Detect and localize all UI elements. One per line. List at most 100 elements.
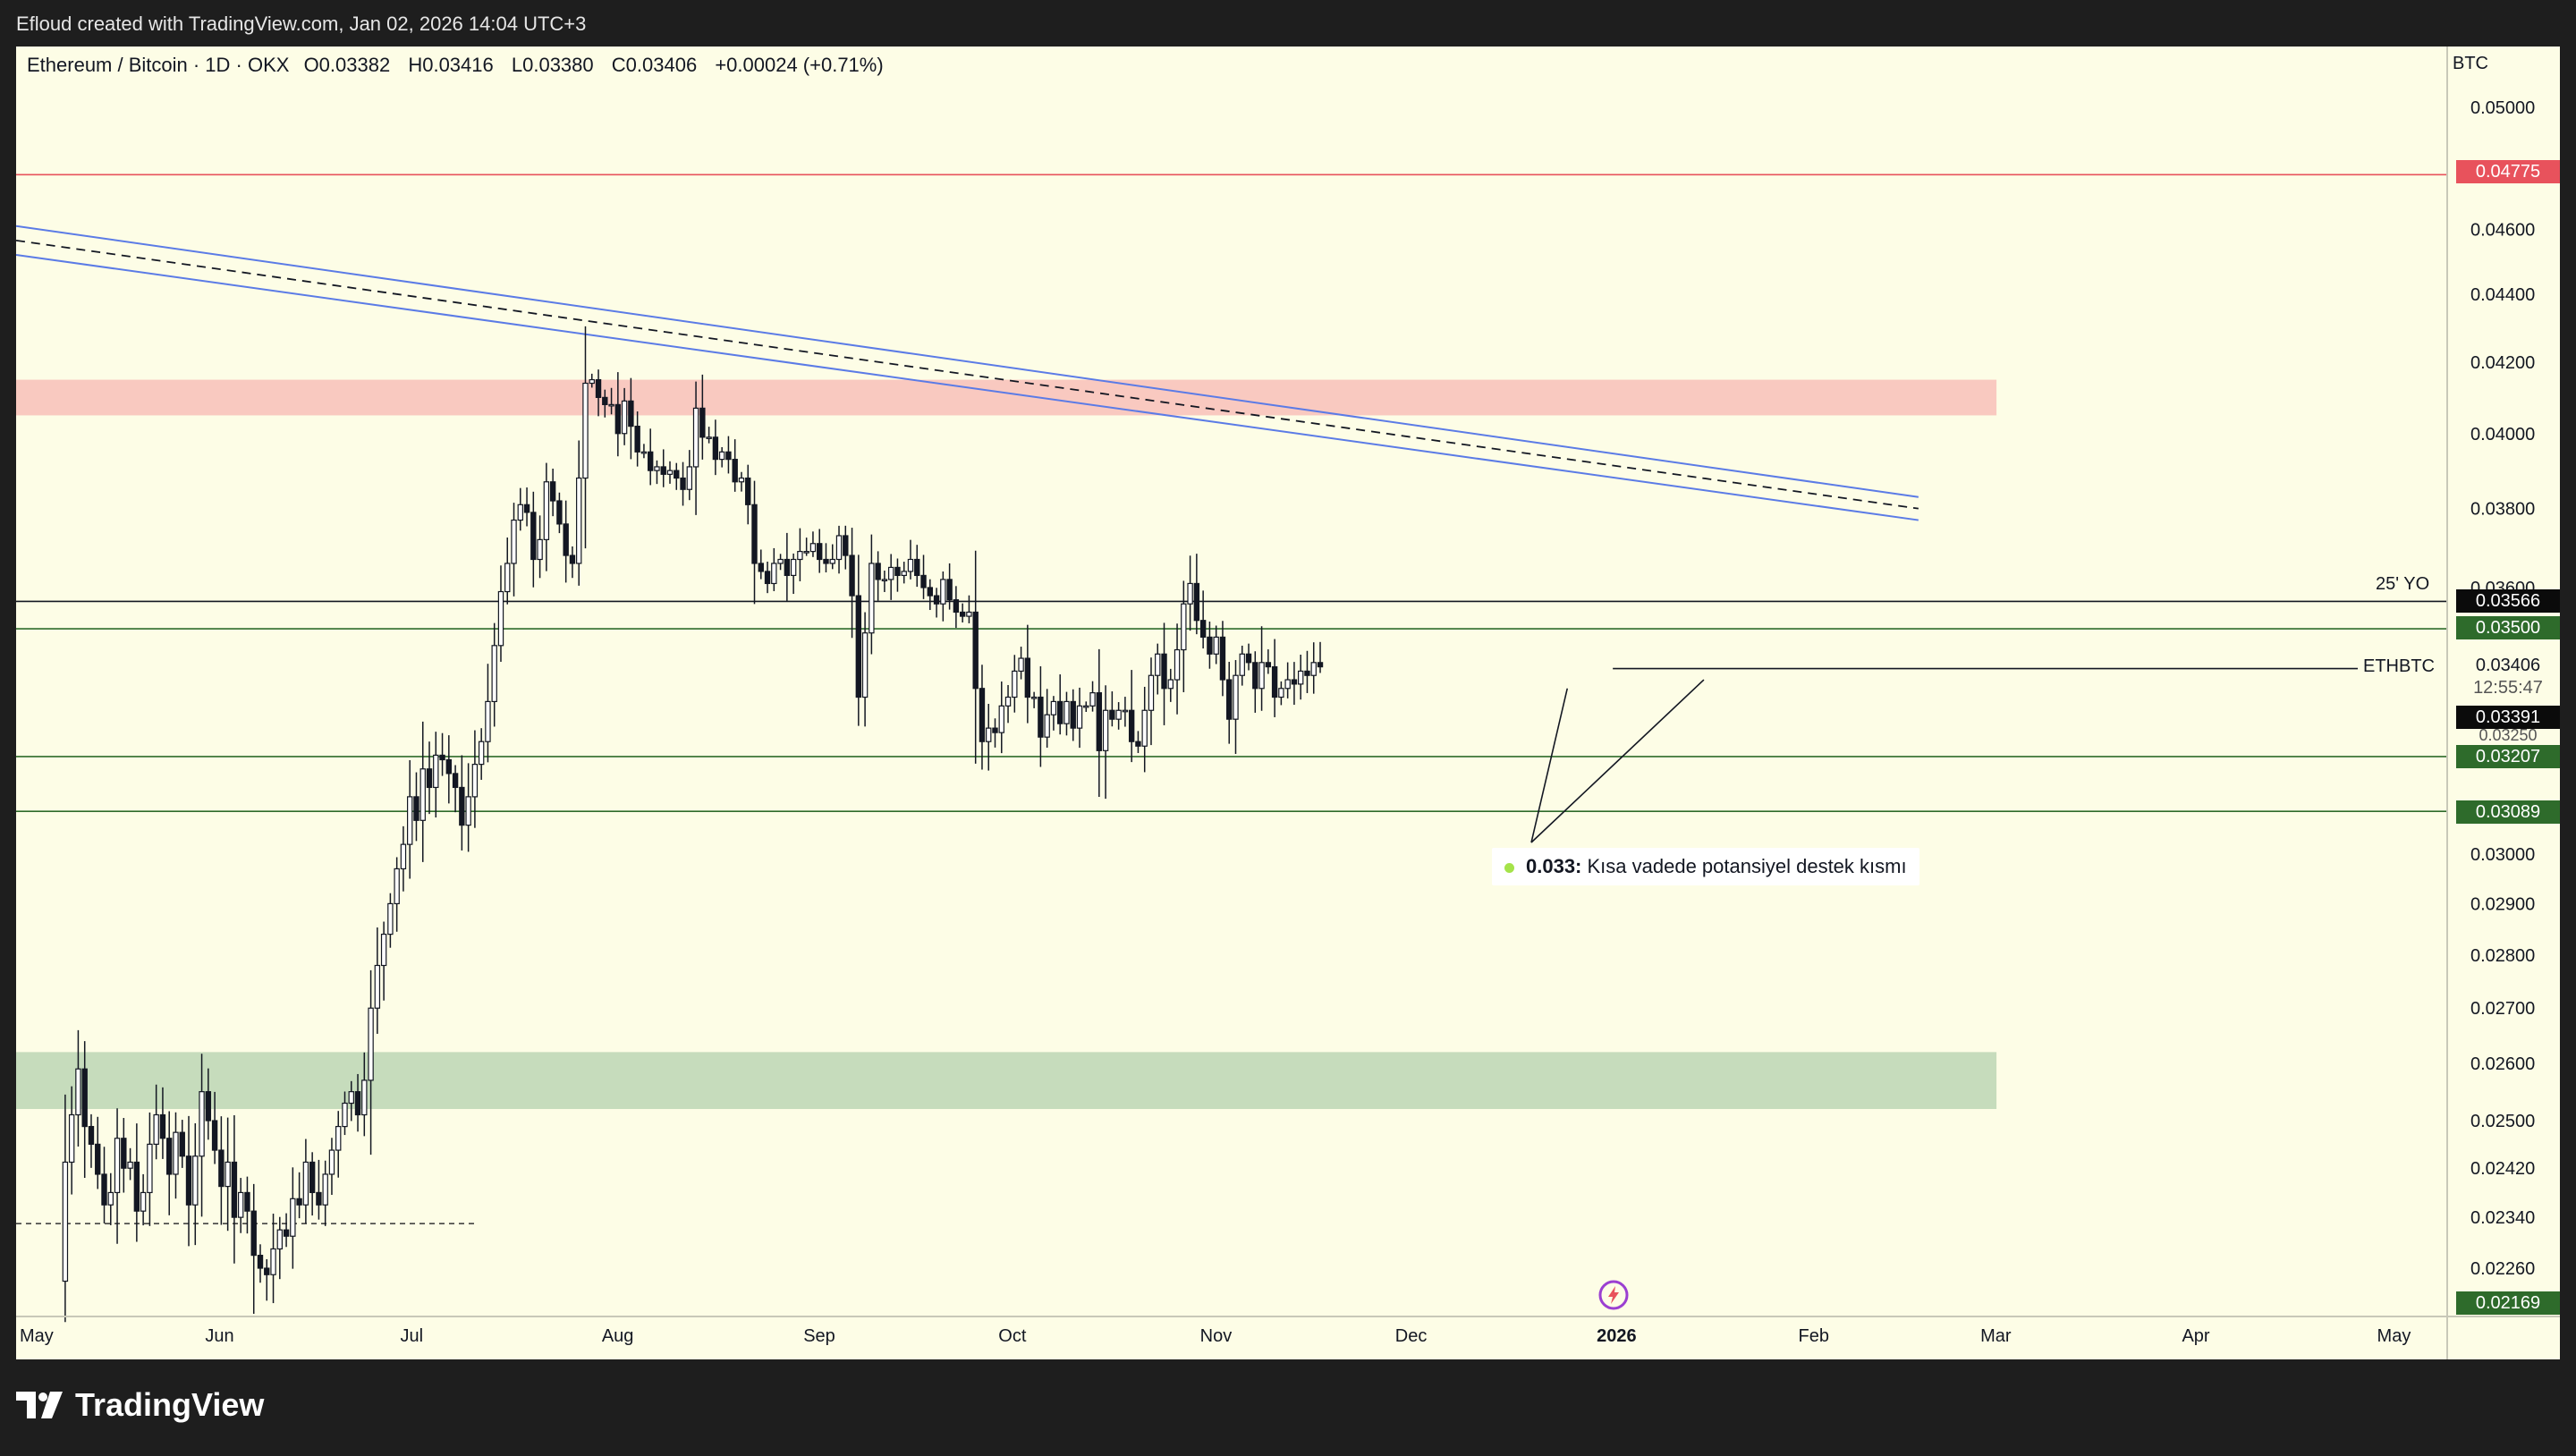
candle-body[interactable] xyxy=(537,538,543,561)
candle-body[interactable] xyxy=(316,1191,322,1206)
candle-body[interactable] xyxy=(394,868,400,905)
candle-body[interactable] xyxy=(1304,670,1310,676)
candle-body[interactable] xyxy=(445,758,453,775)
candle-body[interactable] xyxy=(173,1131,179,1175)
candle-body[interactable] xyxy=(966,611,972,617)
candle-body[interactable] xyxy=(887,566,894,580)
candle-body[interactable] xyxy=(1284,679,1291,690)
candle-body[interactable] xyxy=(751,504,758,564)
candle-body[interactable] xyxy=(901,571,907,577)
symbol-legend[interactable]: Ethereum / Bitcoin · 1D · OKX O0.03382 H… xyxy=(27,54,896,77)
candle-body[interactable] xyxy=(101,1173,107,1206)
candle-body[interactable] xyxy=(1044,714,1050,738)
candle-body[interactable] xyxy=(504,563,511,593)
candle-body[interactable] xyxy=(257,1254,264,1269)
candle-body[interactable] xyxy=(1004,696,1012,707)
candle-body[interactable] xyxy=(829,558,835,564)
candle-body[interactable] xyxy=(589,378,595,385)
candle-body[interactable] xyxy=(1207,636,1213,655)
candle-body[interactable] xyxy=(654,466,660,471)
candle-body[interactable] xyxy=(439,754,445,761)
arrow-right-line[interactable] xyxy=(1530,679,1705,843)
candlestick-chart[interactable]: 0.05000 0.04600 0.04400 0.04200 0.04000 0.038… xyxy=(16,47,2560,1359)
candle-body[interactable] xyxy=(680,477,686,490)
candle-body[interactable] xyxy=(419,768,426,821)
arrow-left-line[interactable] xyxy=(1530,688,1569,843)
candle-body[interactable] xyxy=(244,1191,250,1212)
candle-body[interactable] xyxy=(1155,653,1161,676)
candle-body[interactable] xyxy=(290,1198,296,1237)
candle-body[interactable] xyxy=(322,1173,328,1206)
candle-body[interactable] xyxy=(920,574,927,588)
candle-body[interactable] xyxy=(459,786,465,826)
candle-body[interactable] xyxy=(530,512,537,561)
candle-body[interactable] xyxy=(797,551,803,561)
candle-body[interactable] xyxy=(95,1143,101,1175)
candle-body[interactable] xyxy=(1030,696,1038,699)
candle-body[interactable] xyxy=(706,436,712,439)
candle-body[interactable] xyxy=(809,543,817,553)
candle-body[interactable] xyxy=(986,727,992,742)
candle-body[interactable] xyxy=(1310,662,1317,676)
candle-body[interactable] xyxy=(640,451,648,454)
candle-body[interactable] xyxy=(452,773,459,789)
green-zone[interactable] xyxy=(16,1052,1997,1110)
candle-body[interactable] xyxy=(1291,679,1298,685)
candle-body[interactable] xyxy=(270,1248,276,1275)
candle-body[interactable] xyxy=(1012,670,1018,698)
candle-body[interactable] xyxy=(1024,657,1031,698)
candle-body[interactable] xyxy=(1161,653,1167,690)
candle-body[interactable] xyxy=(940,579,946,605)
candle-body[interactable] xyxy=(276,1229,284,1250)
candle-body[interactable] xyxy=(582,382,589,479)
candle-body[interactable] xyxy=(569,554,576,564)
candle-body[interactable] xyxy=(647,451,654,471)
candle-body[interactable] xyxy=(1096,692,1103,751)
candle-body[interactable] xyxy=(621,400,628,435)
channel-midline[interactable] xyxy=(16,239,1919,510)
lightning-icon[interactable] xyxy=(1597,1279,1630,1311)
candle-body[interactable] xyxy=(309,1161,316,1194)
candle-body[interactable] xyxy=(166,1138,173,1175)
candle-body[interactable] xyxy=(576,477,582,564)
candle-body[interactable] xyxy=(400,843,407,870)
candle-body[interactable] xyxy=(1187,582,1193,605)
red-zone[interactable] xyxy=(16,379,1997,416)
candle-body[interactable] xyxy=(426,768,433,789)
candle-body[interactable] xyxy=(972,611,979,690)
candle-body[interactable] xyxy=(634,426,640,453)
candle-body[interactable] xyxy=(88,1125,95,1145)
chart-pane[interactable]: 0.05000 0.04600 0.04400 0.04200 0.04000 0.038… xyxy=(16,47,2560,1359)
candle-body[interactable] xyxy=(803,551,809,554)
candle-body[interactable] xyxy=(745,477,751,505)
candle-body[interactable] xyxy=(121,1138,127,1169)
candle-body[interactable] xyxy=(595,378,602,398)
candle-body[interactable] xyxy=(211,1120,218,1151)
candle-body[interactable] xyxy=(843,535,849,556)
candle-body[interactable] xyxy=(1245,653,1252,664)
candle-body[interactable] xyxy=(608,403,614,407)
candle-body[interactable] xyxy=(666,470,674,475)
candle-body[interactable] xyxy=(62,1161,69,1282)
candle-body[interactable] xyxy=(199,1091,205,1157)
candle-body[interactable] xyxy=(296,1198,302,1206)
candle-body[interactable] xyxy=(881,579,888,582)
candle-body[interactable] xyxy=(1297,670,1304,685)
candle-body[interactable] xyxy=(140,1191,147,1212)
candle-body[interactable] xyxy=(1199,620,1207,638)
candle-body[interactable] xyxy=(361,1079,368,1116)
channel-lower-line[interactable] xyxy=(16,253,1919,521)
candle-body[interactable] xyxy=(1226,679,1233,720)
candle-body[interactable] xyxy=(725,451,732,461)
candle-body[interactable] xyxy=(927,587,934,597)
candle-body[interactable] xyxy=(517,504,523,521)
candle-body[interactable] xyxy=(959,611,966,617)
candle-body[interactable] xyxy=(1038,696,1044,738)
candle-body[interactable] xyxy=(1148,674,1155,711)
candle-body[interactable] xyxy=(1050,700,1057,715)
tradingview-logo[interactable]: TradingView xyxy=(16,1386,264,1424)
candle-body[interactable] xyxy=(485,700,491,742)
candle-body[interactable] xyxy=(875,563,881,580)
candle-body[interactable] xyxy=(1181,603,1187,651)
candle-body[interactable] xyxy=(433,754,439,789)
